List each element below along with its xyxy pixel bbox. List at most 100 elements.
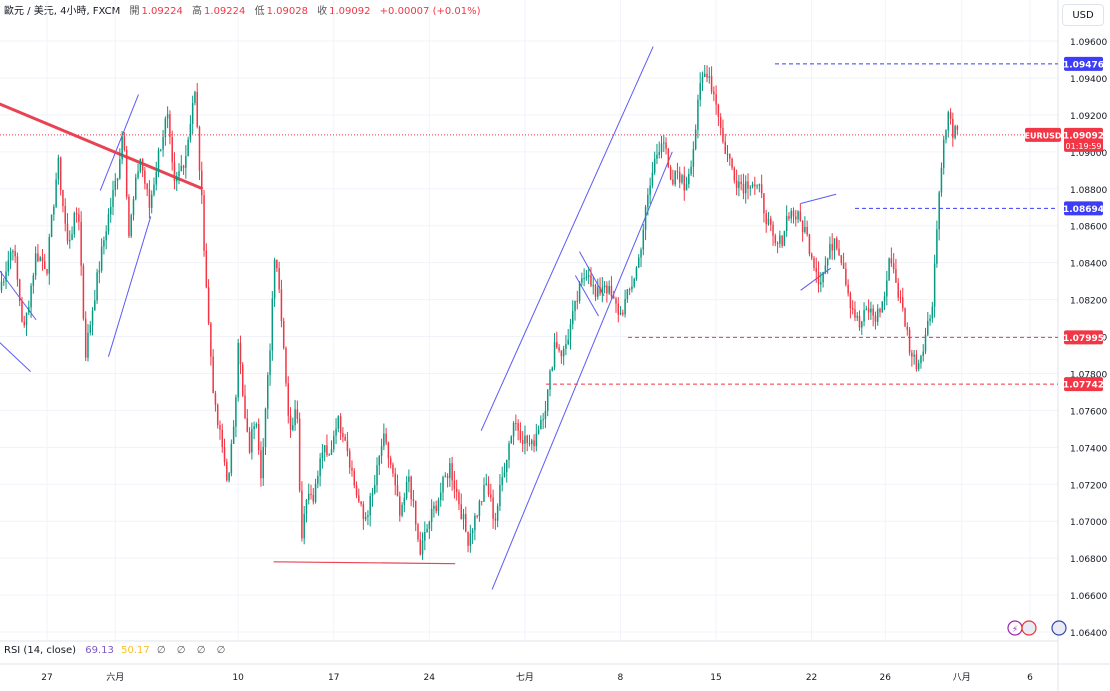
candle-body <box>214 393 217 405</box>
candle-body <box>276 259 278 269</box>
candle-body <box>631 286 633 290</box>
candle-body <box>132 199 135 216</box>
candle-body <box>535 433 538 447</box>
candle-body <box>735 180 738 188</box>
candle-body <box>886 280 888 297</box>
candle-body <box>546 389 549 412</box>
candle-body <box>792 210 795 217</box>
candle-body <box>210 323 212 357</box>
candle-body <box>446 476 449 478</box>
candle-body <box>21 301 23 322</box>
candle-body <box>774 235 777 244</box>
candle-body <box>503 472 506 478</box>
candle-body <box>355 485 358 496</box>
price-tick-label: 1.08600 <box>1070 223 1107 233</box>
candle-body <box>574 300 576 312</box>
price-level-badge <box>1064 56 1103 71</box>
candle-body <box>230 443 233 474</box>
candle-body <box>567 339 569 345</box>
candle-body <box>824 265 827 273</box>
time-axis[interactable]: 27 六月 10 17 24 七月 8 15 22 26 八月 6 <box>41 671 1033 683</box>
candle-body <box>581 278 583 283</box>
candle-body <box>25 312 28 326</box>
candle-body <box>287 383 290 416</box>
candle-body <box>387 442 390 459</box>
candle-body <box>135 177 137 200</box>
candle-body <box>637 257 640 268</box>
candle-body <box>767 218 770 225</box>
time-tick-label: 15 <box>710 673 721 683</box>
close-value: 1.09092 <box>329 6 371 17</box>
candle-body <box>801 220 804 232</box>
ticker-badge <box>1025 127 1061 142</box>
candle-body <box>710 76 713 92</box>
candle-body <box>449 463 451 478</box>
candle-body <box>749 187 752 189</box>
candle-body <box>508 443 510 460</box>
candle-body <box>458 492 460 505</box>
low-value: 1.09028 <box>266 6 308 17</box>
candle-body <box>123 136 126 150</box>
candle-body <box>439 492 442 501</box>
candles <box>0 65 959 560</box>
drawings[interactable] <box>0 46 837 590</box>
candle-body <box>178 171 180 177</box>
candle-body <box>144 170 146 184</box>
rsi-legend[interactable]: RSI (14, close) 69.13 50.17 ∅ ∅ ∅ ∅ <box>4 645 229 656</box>
currency-button[interactable]: USD <box>1062 4 1104 26</box>
candle-body <box>180 165 183 172</box>
candle-body <box>339 416 342 434</box>
candle-body <box>257 424 260 451</box>
candle-body <box>881 301 884 313</box>
candle-body <box>66 223 69 242</box>
candle-body <box>59 157 62 191</box>
channel-line <box>99 94 139 191</box>
candle-body <box>908 329 911 353</box>
candle-body <box>244 395 246 419</box>
candle-body <box>169 114 171 138</box>
candle-body <box>114 180 117 190</box>
symbol-info[interactable]: 歐元 / 美元, 4小時, FXCM <box>4 6 121 17</box>
candle-body <box>797 211 799 220</box>
candle-body <box>876 308 879 322</box>
candle-body <box>442 477 444 493</box>
candle-body <box>260 450 262 479</box>
candle-body <box>911 352 913 357</box>
candle-body <box>913 354 915 357</box>
candle-body <box>344 436 346 441</box>
price-tick-label: 1.09200 <box>1070 112 1107 122</box>
candle-body <box>353 470 356 486</box>
candle-body <box>317 475 319 484</box>
candle-body <box>321 452 324 459</box>
candle-body <box>717 104 720 118</box>
candle-body <box>902 297 904 309</box>
candle-body <box>760 184 763 194</box>
candle-body <box>651 172 654 186</box>
candle-body <box>858 315 861 328</box>
horizontal-lines[interactable] <box>0 63 1058 385</box>
candle-body <box>109 206 112 215</box>
candle-body <box>922 351 924 356</box>
candle-body <box>626 289 629 300</box>
candle-body <box>829 243 831 259</box>
candle-body <box>414 500 417 525</box>
candle-body <box>924 334 927 352</box>
candle-body <box>537 429 540 434</box>
price-tick-label: 1.07000 <box>1070 518 1107 528</box>
candle-body <box>194 91 196 104</box>
candle-body <box>389 458 392 465</box>
event-icons[interactable]: ⚡ <box>1007 620 1067 636</box>
candle-body <box>565 344 567 349</box>
candle-body <box>348 450 351 468</box>
candle-body <box>849 293 852 308</box>
candle-body <box>865 308 868 311</box>
candle-body <box>474 515 476 531</box>
candle-body <box>278 268 280 290</box>
candle-body <box>394 473 396 486</box>
candle-body <box>713 91 715 95</box>
candle-body <box>874 315 877 322</box>
candle-body <box>41 257 44 262</box>
candle-body <box>219 425 221 430</box>
candle-body <box>601 287 604 294</box>
